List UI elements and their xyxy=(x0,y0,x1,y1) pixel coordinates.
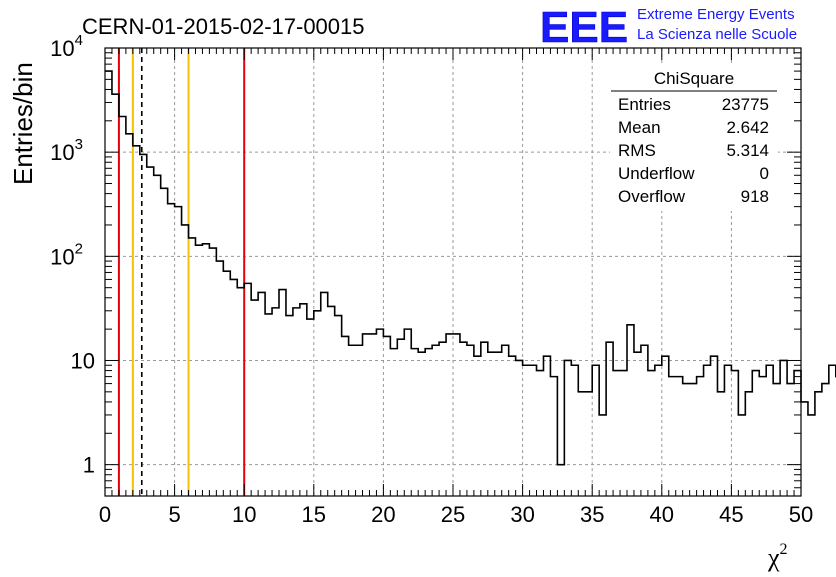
y-tick-label: 103 xyxy=(50,136,83,165)
stats-row-label: Entries xyxy=(618,95,671,114)
x-tick-label: 15 xyxy=(302,502,326,527)
x-tick-label: 45 xyxy=(719,502,743,527)
x-tick-label: 0 xyxy=(99,502,111,527)
x-axis-label: χ2 xyxy=(767,541,788,572)
eee-logo-line2: La Scienza nelle Scuole xyxy=(637,26,797,43)
stats-row-label: Underflow xyxy=(618,164,695,183)
x-tick-label: 20 xyxy=(371,502,395,527)
eee-logo: EEE Extreme Energy Events La Scienza nel… xyxy=(540,3,797,53)
stats-row-label: Mean xyxy=(618,118,661,137)
x-tick-label: 40 xyxy=(650,502,674,527)
y-tick-labels: 1 10 102 103 104 xyxy=(50,32,95,478)
y-tick-label: 102 xyxy=(50,240,83,269)
reference-lines xyxy=(117,48,246,496)
x-axis-label-symbol: χ xyxy=(767,543,780,572)
x-axis-label-exponent: 2 xyxy=(780,541,788,558)
stats-row-label: RMS xyxy=(618,141,656,160)
x-tick-labels: 0 5 10 15 20 25 30 35 40 45 50 xyxy=(99,502,813,527)
axis-ticks xyxy=(104,47,802,497)
eee-logo-line1: Extreme Energy Events xyxy=(637,6,795,23)
eee-logo-mark: EEE xyxy=(540,3,628,52)
stats-box-background xyxy=(610,65,778,211)
x-tick-label: 25 xyxy=(441,502,465,527)
stats-row-value: 2.642 xyxy=(726,118,769,137)
y-tick-label: 104 xyxy=(50,32,83,61)
y-axis-label: Entries/bin xyxy=(8,62,38,185)
y-tick-label: 10 xyxy=(71,348,95,373)
chart-title: CERN-01-2015-02-17-00015 xyxy=(82,14,365,39)
stats-row-value: 23775 xyxy=(722,95,769,114)
stats-box-rows: Entries 23775 Mean 2.642 RMS 5.314 Underflow 0 O… xyxy=(618,95,769,206)
x-tick-label: 5 xyxy=(168,502,180,527)
x-tick-label: 50 xyxy=(789,502,813,527)
stats-row-label: Overflow xyxy=(618,187,686,206)
stats-row-value: 918 xyxy=(741,187,769,206)
y-tick-label: 1 xyxy=(83,453,95,478)
stats-row-value: 0 xyxy=(760,164,769,183)
x-tick-label: 10 xyxy=(232,502,256,527)
stats-row-value: 5.314 xyxy=(726,141,769,160)
stats-box-title: ChiSquare xyxy=(654,69,734,88)
x-tick-label: 30 xyxy=(510,502,534,527)
x-tick-label: 35 xyxy=(580,502,604,527)
stats-box: ChiSquare Entries 23775 Mean 2.642 RMS 5.314 U… xyxy=(610,65,778,211)
